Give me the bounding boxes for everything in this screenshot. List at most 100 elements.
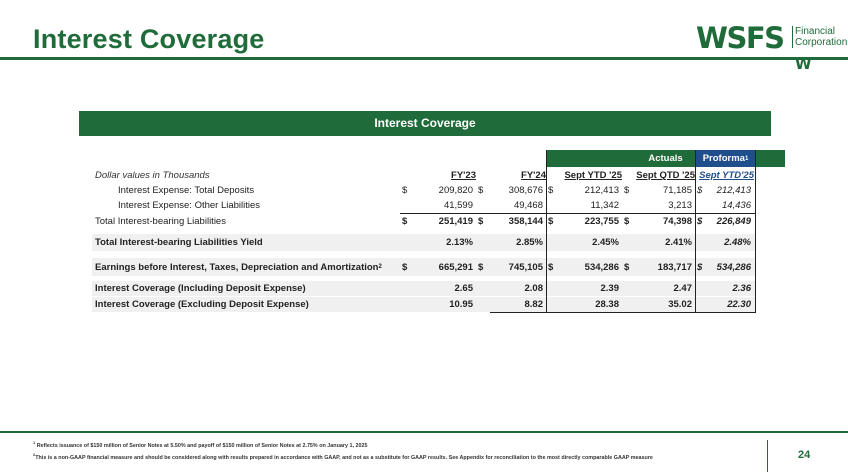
- row-label: Total Interest-bearing Liabilities Yield: [95, 234, 395, 251]
- row-label-text: Earnings before Interest, Taxes, Depreci…: [95, 261, 379, 273]
- row-shading: [92, 297, 756, 312]
- cell-value: 2.65: [454, 283, 474, 294]
- currency-symbol: [400, 198, 414, 213]
- row-label: Interest Coverage (Excluding Deposit Exp…: [95, 297, 395, 312]
- footer-vertical-divider: [767, 440, 768, 472]
- column-border: [546, 150, 547, 312]
- currency-symbol: $: [402, 185, 408, 196]
- cell-value: 223,755: [584, 215, 619, 227]
- currency-symbol: $: [548, 261, 554, 273]
- table-row: Interest Coverage (Excluding Deposit Exp…: [92, 297, 756, 312]
- currency-symbol: [622, 281, 636, 296]
- column-header-0: FY'23: [451, 170, 476, 181]
- currency-symbol: [476, 234, 490, 251]
- currency-symbol: [695, 281, 709, 296]
- footnote-1-text: Reflects issuance of $150 million of Sen…: [36, 442, 368, 449]
- column-header-1: FY'24: [521, 170, 546, 181]
- column-header-4: Sept YTD'25: [699, 170, 754, 181]
- table-row: Earnings before Interest, Taxes, Depreci…: [92, 258, 756, 276]
- table-banner: Interest Coverage: [79, 111, 771, 136]
- logo-subtitle-line2: Corporation: [795, 37, 848, 48]
- logo-wordmark: WSFS: [696, 21, 785, 55]
- footnote-1-mark: 1: [33, 440, 36, 445]
- cell-value: 22.30: [727, 299, 751, 310]
- cell-value: 2.13%: [446, 237, 473, 248]
- row-shading: [92, 281, 756, 296]
- table-bottom-border: [546, 312, 756, 313]
- currency-symbol: [400, 281, 414, 296]
- currency-symbol: $: [624, 185, 630, 196]
- currency-symbol: $: [478, 261, 484, 273]
- currency-symbol: [622, 234, 636, 251]
- currency-symbol: $: [402, 261, 408, 273]
- footnote-2: 2This is a non-GAAP financial measure an…: [33, 451, 733, 462]
- logo-subtitle: Financial Corporation: [792, 26, 847, 48]
- currency-symbol: [695, 234, 709, 251]
- cell-value: 35.02: [668, 299, 692, 310]
- currency-symbol: [622, 297, 636, 312]
- table-row: Interest Expense: Total Deposits $209,820…: [92, 183, 756, 198]
- cell-value: 212,413: [584, 185, 619, 196]
- row-shading: [92, 234, 756, 251]
- row-label-text: Interest Coverage (Excluding Deposit Exp…: [95, 299, 309, 310]
- row-shading: [92, 258, 756, 276]
- cell-value: 226,849: [716, 215, 751, 227]
- currency-symbol: [476, 297, 490, 312]
- currency-symbol: [546, 198, 560, 213]
- footnote-2-mark: 2: [33, 452, 36, 457]
- table-row: Total Interest-bearing Liabilities Yield…: [92, 234, 756, 251]
- title-divider: [0, 57, 848, 60]
- cell-value: 28.38: [595, 299, 619, 310]
- row-label-footnote-mark: 2: [378, 264, 382, 270]
- cell-value: 8.82: [524, 299, 544, 310]
- cell-value: 534,286: [584, 261, 619, 273]
- table-row: Interest Expense: Other Liabilities 41,59…: [92, 198, 756, 213]
- currency-symbol: $: [478, 215, 484, 227]
- currency-symbol: [622, 198, 636, 213]
- cell-value: 3,213: [668, 200, 692, 211]
- row-label-text: Interest Expense: Total Deposits: [118, 185, 255, 196]
- currency-symbol: $: [697, 215, 703, 227]
- footnote-1: 1 Reflects issuance of $150 million of S…: [33, 439, 733, 450]
- cell-value: 534,286: [716, 261, 751, 273]
- proforma-header-label: Proforma: [702, 153, 745, 164]
- currency-symbol: $: [697, 185, 703, 196]
- cell-value: 71,185: [662, 185, 692, 196]
- page-number: 24: [798, 449, 811, 461]
- column-header-2: Sept YTD '25: [564, 170, 622, 181]
- currency-symbol: $: [548, 215, 554, 227]
- cell-value: 2.45%: [592, 237, 619, 248]
- page-title: Interest Coverage: [33, 24, 265, 54]
- currency-symbol: $: [548, 185, 554, 196]
- logo-subtitle-line1: Financial: [795, 26, 836, 37]
- currency-symbol: [400, 234, 414, 251]
- column-border: [755, 150, 756, 312]
- row-label: Interest Coverage (Including Deposit Exp…: [95, 281, 395, 296]
- currency-symbol: $: [697, 261, 703, 273]
- currency-symbol: $: [624, 215, 630, 227]
- cell-value: 49,468: [513, 200, 543, 211]
- table-row: Total Interest-bearing Liabilities $251,4…: [92, 213, 756, 229]
- currency-symbol: [546, 297, 560, 312]
- cell-value: 358,144: [508, 215, 543, 227]
- column-header-3: Sept QTD '25: [636, 170, 695, 181]
- cell-value: 2.08: [524, 283, 544, 294]
- row-label: Interest Expense: Total Deposits: [118, 183, 418, 198]
- cell-value: 2.85%: [516, 237, 543, 248]
- currency-symbol: $: [402, 215, 408, 227]
- cell-value: 209,820: [438, 185, 473, 196]
- cell-value: 74,398: [662, 215, 692, 227]
- cell-value: 665,291: [438, 261, 473, 273]
- cell-value: 41,599: [443, 200, 473, 211]
- cell-value: 11,342: [590, 200, 619, 211]
- cell-value: 212,413: [716, 185, 751, 196]
- logo-w-mark: W: [795, 55, 812, 73]
- cell-value: 745,105: [508, 261, 543, 273]
- cell-value: 10.95: [449, 299, 473, 310]
- cell-value: 2.48%: [724, 237, 751, 248]
- currency-symbol: [546, 234, 560, 251]
- currency-symbol: [476, 281, 490, 296]
- row-label-text: Total Interest-bearing Liabilities: [95, 215, 226, 227]
- row-label: Interest Expense: Other Liabilities: [118, 198, 418, 213]
- currency-symbol: $: [624, 261, 630, 273]
